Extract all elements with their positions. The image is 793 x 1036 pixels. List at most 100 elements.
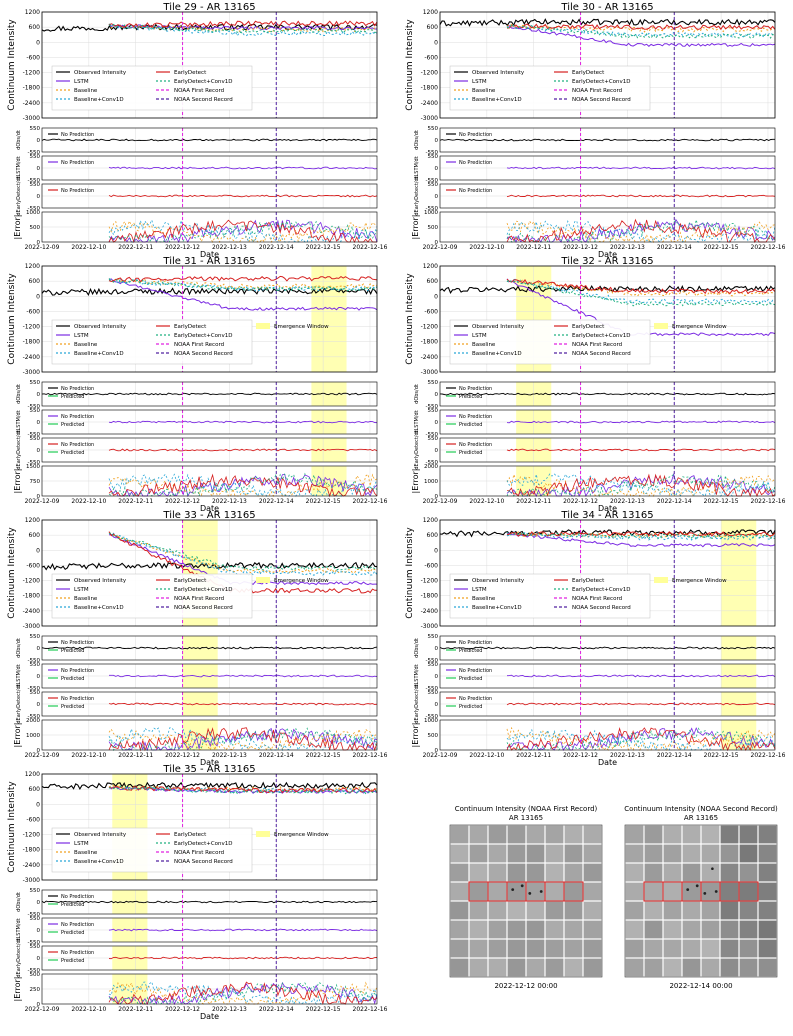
image-tile — [526, 901, 545, 920]
early_conv-prediction-line — [108, 785, 378, 795]
x-tick-label: 2022-12-09 — [423, 244, 458, 251]
y-axis-label: |Error| — [13, 723, 22, 748]
x-tick-label: 2022-12-16 — [353, 498, 388, 505]
legend-swatch — [256, 577, 270, 583]
subplot-frame — [439, 183, 776, 209]
y-tick-label: 600 — [29, 278, 41, 285]
x-tick-label: 2022-12-11 — [516, 498, 551, 505]
early_conv-prediction-line — [108, 532, 378, 571]
y-tick-label: -550 — [426, 206, 439, 212]
y-tick-label: -2400 — [421, 608, 439, 615]
subplot-frame — [41, 691, 378, 717]
legend-label: No Prediction — [459, 414, 492, 420]
y-tick-label: 0 — [37, 138, 41, 144]
image-tile — [469, 882, 488, 901]
tile-panel: Tile 33 - AR 13165 1200 600 0 -600 -1200 -1800… — [7, 510, 388, 767]
x-tick-label: 2022-12-10 — [469, 498, 504, 505]
legend-label: No Prediction — [61, 922, 94, 928]
image-subtitle: AR 13165 — [684, 814, 718, 822]
image-tile — [545, 863, 564, 882]
x-tick-label: 2022-12-15 — [306, 752, 341, 759]
legend-label: No Prediction — [61, 696, 94, 702]
legend: Observed Intensity LSTM Baseline Baseline+C… — [449, 573, 727, 619]
image-tile — [682, 958, 701, 977]
y-axis-label: Continuum Intensity — [405, 273, 415, 365]
image-tile — [526, 844, 545, 863]
legend-label: Baseline+Conv1D — [74, 351, 124, 357]
y-tick-label: -550 — [28, 940, 41, 946]
x-tick-label: 2022-12-14 — [259, 752, 294, 759]
y-tick-label: 0 — [37, 392, 41, 398]
legend-label: LSTM — [74, 333, 89, 339]
image-tile — [758, 882, 777, 901]
x-tick-label: 2022-12-10 — [71, 498, 106, 505]
y-axis-label: dEarlyDetect/dt — [414, 176, 420, 215]
continuum-image-panel: Continuum Intensity (NOAA Second Record)… — [624, 805, 778, 990]
x-tick-label: 2022-12-12 — [165, 498, 200, 505]
y-axis-label: dLSTM/dt — [16, 664, 22, 687]
legend-label: No Prediction — [61, 640, 94, 646]
lstm-derivative-line — [109, 674, 378, 678]
y-tick-label: 0 — [435, 240, 439, 246]
image-tile — [625, 863, 644, 882]
x-tick-label: 2022-12-15 — [306, 1006, 341, 1013]
image-tile — [758, 958, 777, 977]
sunspot-mark — [686, 888, 690, 891]
image-tile — [758, 939, 777, 958]
y-axis-label: Continuum Intensity — [405, 527, 415, 619]
y-axis-label: dLSTM/dt — [16, 156, 22, 179]
y-tick-label: -550 — [426, 460, 439, 466]
y-axis-label: |Error| — [411, 723, 420, 748]
y-axis-label: dEarlyDetect/dt — [16, 176, 22, 215]
y-axis-label: Continuum Intensity — [7, 273, 17, 365]
y-tick-label: 0 — [37, 900, 41, 906]
y-axis-label: dObs/dt — [16, 638, 22, 658]
legend-label: Observed Intensity — [74, 70, 127, 76]
legend-label: Baseline — [472, 88, 496, 94]
x-tick-label: 2022-12-13 — [212, 498, 247, 505]
legend-label: EarlyDetect — [174, 578, 207, 584]
image-tile — [758, 863, 777, 882]
image-tile — [583, 901, 602, 920]
baseline_conv-prediction-line — [108, 23, 378, 37]
y-tick-label: 0 — [36, 39, 40, 46]
y-tick-label: 550 — [428, 380, 439, 386]
legend: Observed Intensity LSTM Baseline Baseline+C… — [51, 65, 253, 111]
early_conv-prediction-line — [506, 531, 775, 540]
y-tick-label: 550 — [428, 662, 439, 668]
y-tick-label: 1000 — [26, 210, 40, 216]
image-tile — [682, 825, 701, 844]
image-tile — [488, 825, 507, 844]
baseline-prediction-line — [506, 24, 776, 33]
y-tick-label: 0 — [434, 39, 438, 46]
image-tile — [469, 901, 488, 920]
emergence-window-band — [721, 520, 757, 626]
x-tick-label: 2022-12-13 — [610, 244, 645, 251]
legend-swatch — [256, 831, 270, 837]
image-tile — [625, 844, 644, 863]
y-tick-label: 500 — [30, 972, 41, 978]
sunspot-mark — [528, 892, 532, 895]
y-tick-label: 2000 — [26, 718, 40, 724]
image-tile — [663, 844, 682, 863]
image-tile — [701, 882, 720, 901]
image-tile — [469, 844, 488, 863]
image-tile — [739, 958, 758, 977]
image-tile — [507, 958, 526, 977]
y-tick-label: -550 — [28, 968, 41, 974]
y-tick-label: -550 — [28, 714, 41, 720]
legend-label: No Prediction — [61, 950, 94, 956]
legend-label: Emergence Window — [672, 324, 727, 330]
y-tick-label: 600 — [29, 532, 41, 539]
early_conv-prediction-line — [506, 23, 776, 39]
image-tile — [720, 825, 739, 844]
y-axis-label: dLSTM/dt — [414, 410, 420, 433]
early-derivative-line — [506, 194, 776, 198]
y-tick-label: 550 — [428, 154, 439, 160]
y-tick-label: 0 — [37, 194, 41, 200]
image-tile — [450, 844, 469, 863]
legend-label: EarlyDetect — [174, 324, 207, 330]
x-tick-label: 2022-12-16 — [751, 244, 786, 251]
subplot-frame — [439, 127, 776, 153]
subplot-frame — [41, 465, 378, 497]
